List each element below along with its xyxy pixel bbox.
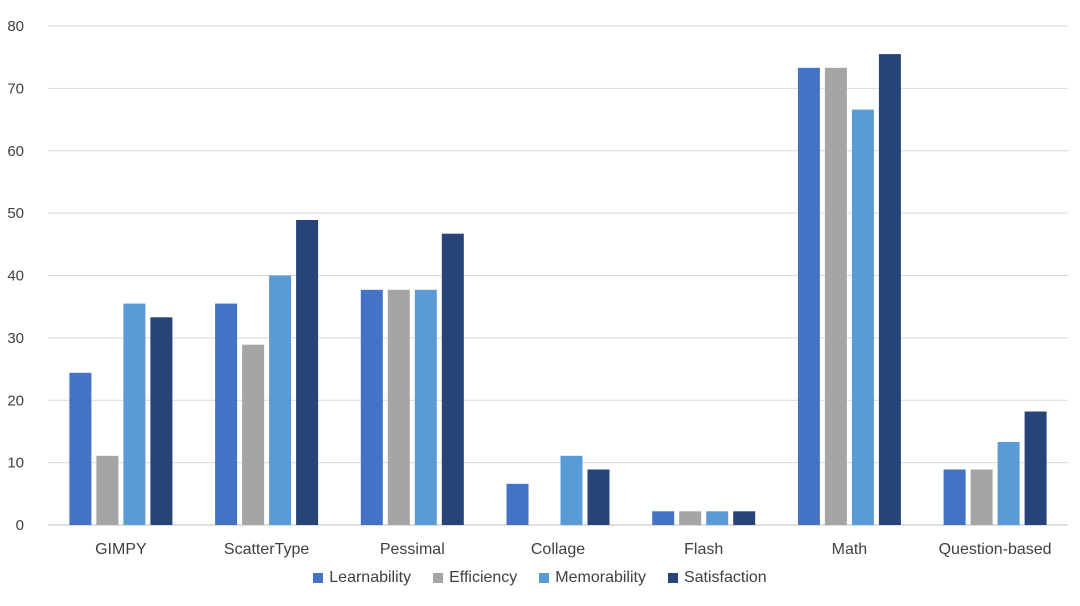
bar-efficiency-math	[824, 67, 847, 526]
x-category-label: Question-based	[939, 541, 1052, 558]
x-category-label: Math	[832, 541, 868, 558]
bar-satisfaction-collage	[587, 469, 610, 525]
bar-memorability-question-based	[997, 442, 1020, 525]
x-axis-labels: GIMPY ScatterType Pessimal Collage Flash Math…	[95, 541, 1051, 558]
y-tick-label: 80	[7, 18, 24, 35]
y-tick-label: 60	[7, 143, 24, 160]
legend: Learnability Efficiency Memorability Satisf…	[0, 569, 1080, 587]
bar-satisfaction-gimpy	[150, 317, 173, 525]
legend-item: Memorability	[539, 569, 646, 587]
y-tick-label: 70	[7, 80, 24, 97]
bar-memorability-flash	[706, 511, 729, 525]
bar-learnability-math	[797, 67, 820, 526]
y-tick-label: 30	[7, 330, 24, 347]
legend-label: Learnability	[329, 569, 412, 586]
bar-learnability-question-based	[943, 469, 966, 525]
legend-item: Learnability	[313, 569, 411, 587]
bar-learnability-collage	[506, 483, 529, 525]
bar-learnability-scattertype	[215, 303, 238, 525]
y-tick-label: 20	[7, 392, 24, 409]
bar-memorability-scattertype	[269, 275, 292, 525]
legend-swatch	[539, 573, 550, 583]
x-category-label: ScatterType	[224, 541, 309, 558]
bar-satisfaction-flash	[733, 511, 756, 525]
legend-label: Efficiency	[449, 569, 518, 586]
bar-memorability-gimpy	[123, 303, 146, 525]
y-tick-label: 50	[7, 205, 24, 222]
legend-label: Memorability	[555, 569, 646, 586]
y-tick-label: 40	[7, 268, 24, 285]
legend-item: Satisfaction	[667, 569, 767, 587]
x-category-label: Pessimal	[380, 541, 445, 558]
bar-learnability-gimpy	[69, 372, 92, 525]
x-category-label: Collage	[531, 541, 585, 558]
bar-memorability-collage	[560, 455, 583, 525]
bar-efficiency-flash	[679, 511, 702, 525]
bar-satisfaction-math	[878, 54, 901, 525]
legend-swatch	[433, 573, 444, 583]
bar-memorability-pessimal	[414, 289, 437, 525]
bar-satisfaction-pessimal	[441, 233, 464, 525]
y-axis-ticks: 0 10 20 30 40 50 60 70 80	[7, 18, 24, 534]
bar-efficiency-scattertype	[242, 344, 265, 525]
bar-learnability-flash	[652, 511, 675, 525]
bar-memorability-math	[851, 109, 874, 525]
bar-efficiency-pessimal	[387, 289, 410, 525]
legend-swatch	[313, 573, 324, 583]
legend-swatch	[667, 573, 678, 583]
y-tick-label: 10	[7, 455, 24, 472]
bar-satisfaction-scattertype	[296, 220, 319, 525]
bar-efficiency-question-based	[970, 469, 993, 525]
legend-item: Efficiency	[433, 569, 517, 587]
y-tick-label: 0	[16, 517, 24, 534]
bars	[69, 54, 1047, 526]
bar-satisfaction-question-based	[1024, 411, 1047, 525]
bar-learnability-pessimal	[360, 289, 383, 525]
x-category-label: Flash	[684, 541, 723, 558]
bar-efficiency-gimpy	[96, 455, 119, 525]
x-category-label: GIMPY	[95, 541, 147, 558]
gridlines	[48, 25, 1068, 526]
legend-label: Satisfaction	[683, 569, 767, 586]
